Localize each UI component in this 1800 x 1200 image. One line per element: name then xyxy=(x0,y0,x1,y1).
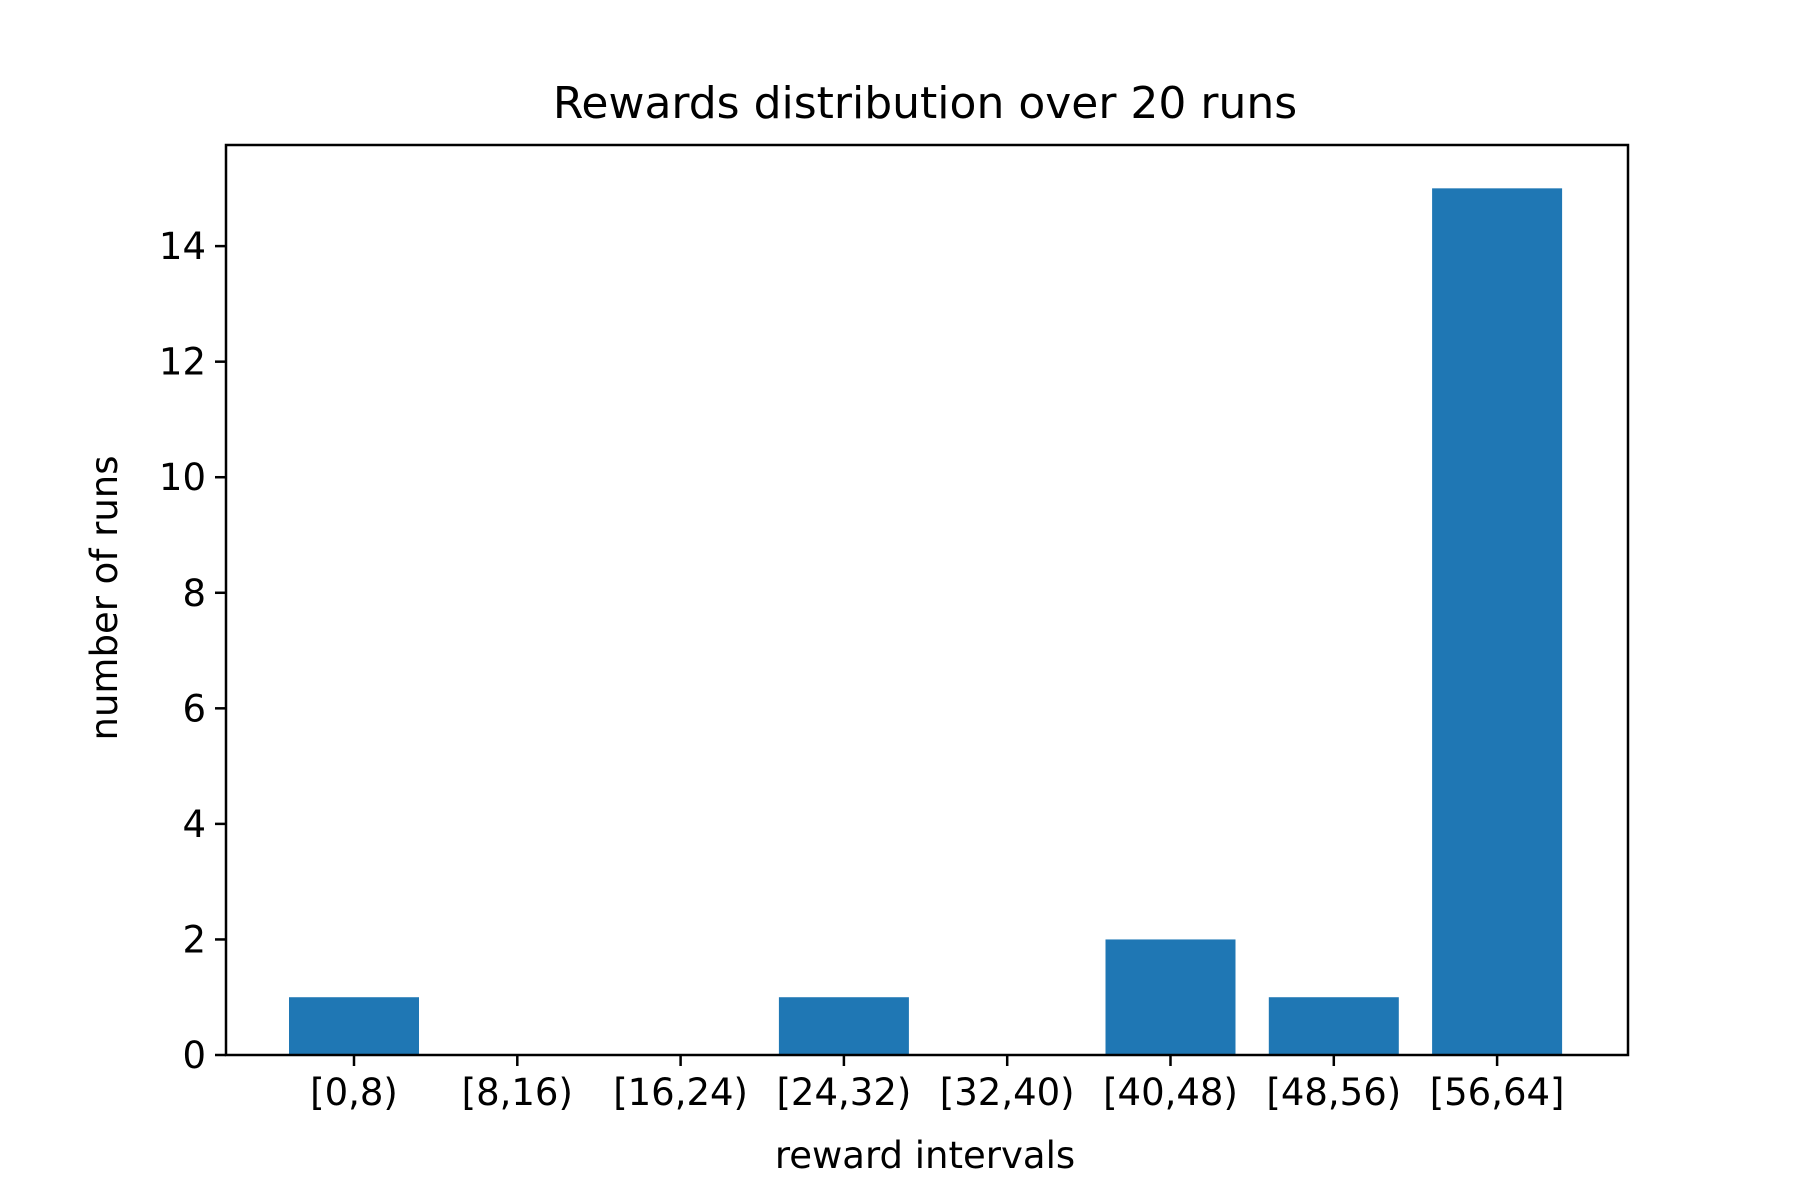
y-tick-label: 0 xyxy=(182,1034,206,1077)
x-tick-label: [0,8) xyxy=(310,1071,398,1114)
y-tick-label: 8 xyxy=(182,572,206,615)
y-tick-label: 14 xyxy=(159,225,206,268)
x-tick-label: [8,16) xyxy=(462,1071,573,1114)
x-tick-label: [56,64] xyxy=(1430,1071,1565,1114)
y-tick-label: 6 xyxy=(182,687,206,730)
x-tick-label: [16,24) xyxy=(613,1071,748,1114)
x-tick-label: [24,32) xyxy=(777,1071,912,1114)
x-tick-label: [48,56) xyxy=(1266,1071,1401,1114)
x-tick-label: [40,48) xyxy=(1103,1071,1238,1114)
y-tick-label: 4 xyxy=(182,803,206,846)
plot-frame xyxy=(224,143,1630,1057)
bars-group xyxy=(289,188,1563,1056)
y-tick-label: 10 xyxy=(159,456,206,499)
x-axis-ticks: [0,8) [8,16) [16,24) [24,32) [32,40) [40,48) [… xyxy=(310,1055,1564,1114)
bar-5 xyxy=(1105,939,1236,1055)
bar-7 xyxy=(1432,188,1563,1056)
y-axis-label: number of runs xyxy=(83,456,126,741)
chart-title: Rewards distribution over 20 runs xyxy=(553,78,1297,129)
y-tick-label: 2 xyxy=(182,918,206,961)
y-axis-ticks: 0 2 4 6 8 10 12 14 xyxy=(159,225,226,1077)
bar-0 xyxy=(289,997,419,1055)
x-tick-label: [32,40) xyxy=(940,1071,1075,1114)
bar-6 xyxy=(1268,997,1399,1055)
x-axis-label: reward intervals xyxy=(775,1134,1075,1177)
bar-3 xyxy=(778,997,909,1055)
y-tick-label: 12 xyxy=(159,341,206,384)
